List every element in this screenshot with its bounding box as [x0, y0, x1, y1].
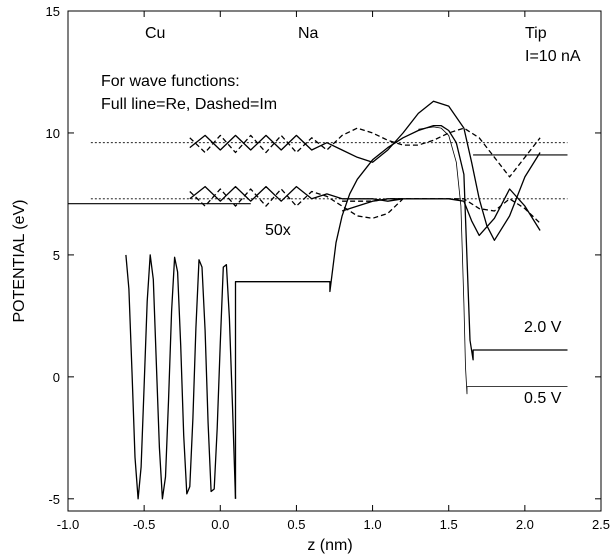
x-tick-label: 1.0 [364, 517, 382, 532]
series-line [189, 100, 541, 241]
annotation-na: Na [298, 25, 319, 42]
annotation-bias-high: 2.0 V [524, 319, 562, 336]
annotation-wave-legend: Full line=Re, Dashed=Im [101, 96, 277, 113]
series-line [189, 127, 541, 178]
series-line [418, 126, 568, 395]
y-axis-title: POTENTIAL (eV) [11, 200, 28, 323]
x-tick-label: -0.5 [133, 517, 155, 532]
series-line [189, 185, 404, 202]
curves [125, 100, 568, 500]
series-line [234, 124, 568, 499]
series-line [342, 198, 541, 224]
axis-ticks: -1.0 -0.5 0.0 0.5 1.0 1.5 2.0 2.5 -5 0 5 10 15 [46, 4, 611, 532]
annotation-tip: Tip [525, 25, 547, 42]
annotation-cu: Cu [145, 25, 165, 42]
y-tick-label: 5 [53, 248, 60, 263]
annotation-wave-title: For wave functions: [101, 73, 240, 90]
y-tick-label: 15 [46, 4, 60, 19]
y-tick-label: 10 [46, 126, 60, 141]
x-tick-label: 0.5 [287, 517, 305, 532]
x-tick-label: 2.5 [592, 517, 610, 532]
annotation-bias-low: 0.5 V [524, 390, 562, 407]
series-line [189, 188, 404, 219]
annotation-current: I=10 nA [525, 48, 581, 65]
annotation-scale: 50x [265, 222, 291, 239]
x-axis-title: z (nm) [307, 537, 352, 554]
plot-frame [67, 10, 602, 512]
series-line [125, 254, 237, 500]
x-tick-label: 2.0 [516, 517, 534, 532]
x-tick-label: -1.0 [57, 517, 79, 532]
x-tick-label: 0.0 [211, 517, 229, 532]
fermi-level-lines [68, 142, 568, 205]
y-tick-label: 0 [53, 370, 60, 385]
y-tick-label: -5 [48, 492, 60, 507]
x-tick-label: 1.5 [440, 517, 458, 532]
